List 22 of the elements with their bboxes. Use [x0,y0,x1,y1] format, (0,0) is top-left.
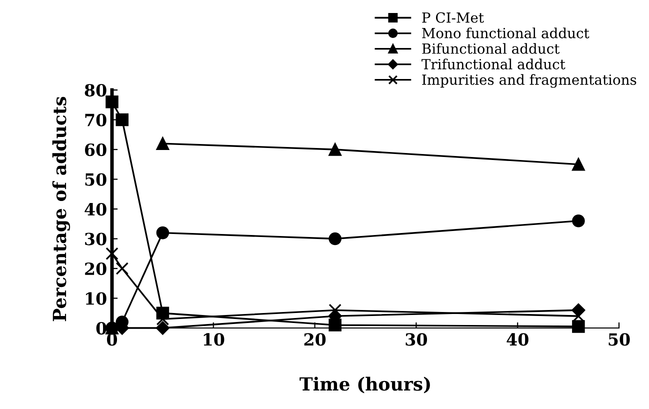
y-tick-label: 30 [85,232,106,246]
x-tick-label: 0 [106,333,118,346]
legend-label: P CI-Met [422,12,484,23]
y-tick-label: 20 [85,262,106,276]
y-tick-label: 80 [84,84,106,97]
legend-label: Bifunctional adduct [422,43,560,54]
legend-label: Impurities and fragmentations [422,74,636,88]
y-tick-label: 60 [84,143,106,156]
legend-label: Mono functional adduct [422,28,590,38]
y-tick-label: 40 [84,202,106,216]
y-tick-label: 0 [96,322,106,335]
y-tick-label: 70 [85,114,106,126]
y-tick-label: 50 [85,173,106,186]
legend-label: Trifunctional adduct [422,58,566,70]
x-tick-label: 20 [304,333,326,346]
x-tick-label: 10 [204,333,224,346]
x-tick-label: 50 [608,333,630,346]
y-tick-label: 10 [86,292,106,305]
x-axis-title: Time (hours) [300,376,430,394]
x-tick-label: 40 [506,333,528,346]
y-axis-title: Percentage of adducts [52,96,70,322]
x-tick-label: 30 [406,333,428,346]
